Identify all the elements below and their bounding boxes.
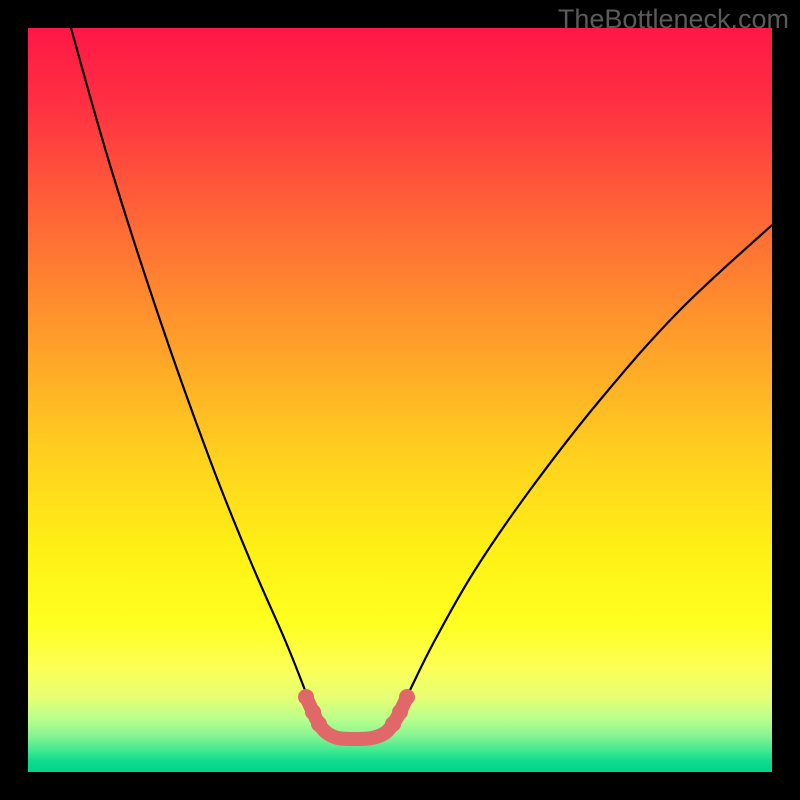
optimal-dot [311,716,327,732]
chart-frame: TheBottleneck.com [0,0,800,800]
optimal-dot [298,689,314,705]
bottleneck-chart [0,0,800,800]
optimal-dot [392,704,408,720]
watermark-text: TheBottleneck.com [558,4,789,35]
optimal-dot [399,689,415,705]
plot-background [28,28,772,772]
